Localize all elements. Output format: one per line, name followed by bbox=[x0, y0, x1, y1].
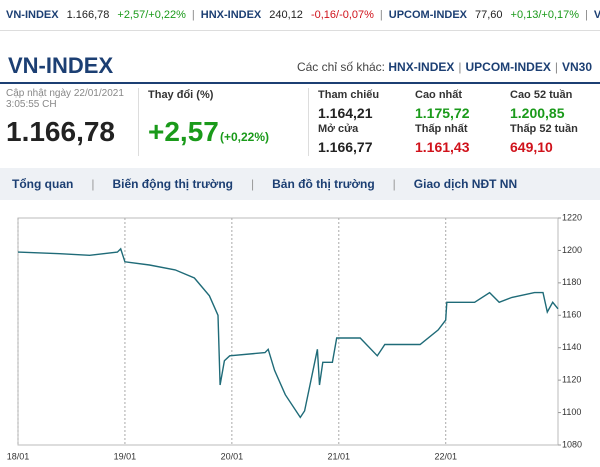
y-tick-label: 1180 bbox=[562, 277, 581, 287]
stat-value: 1.161,43 bbox=[415, 139, 470, 155]
y-tick-label: 1200 bbox=[562, 245, 582, 255]
other-label: Các chỉ số khác: bbox=[296, 60, 386, 74]
index-title: VN-INDEX bbox=[8, 53, 114, 78]
price-line bbox=[17, 247, 559, 419]
x-tick-label: 22/01 bbox=[434, 451, 457, 461]
stat-label: Thấp nhất bbox=[415, 123, 468, 135]
ticker-name: HNX-INDEX bbox=[200, 9, 262, 21]
separator: | bbox=[251, 177, 255, 191]
y-tick-label: 1120 bbox=[562, 375, 581, 385]
stat-label: Cao nhất bbox=[415, 89, 463, 101]
ticker-name: VN30 bbox=[594, 9, 600, 21]
tab[interactable]: Biến động thị trường bbox=[112, 177, 233, 191]
stat-label: Mở cửa bbox=[318, 123, 359, 135]
stat: Cao 52 tuần 1.200,85 bbox=[510, 89, 572, 121]
separator: | bbox=[554, 60, 558, 74]
separator: | bbox=[379, 9, 383, 21]
update-info: Cập nhật ngày 22/01/2021 3:05:55 CH bbox=[6, 88, 124, 110]
price: 1.166,78 bbox=[6, 116, 115, 147]
stat-value: 1.175,72 bbox=[415, 105, 470, 121]
tab[interactable]: Bản đồ thị trường bbox=[272, 177, 375, 191]
x-tick-label: 18/01 bbox=[7, 451, 30, 461]
y-tick-label: 1080 bbox=[562, 439, 582, 449]
ticker-change: -0,16/-0,07% bbox=[310, 9, 374, 21]
separator bbox=[308, 88, 309, 156]
change: +2,57 bbox=[148, 116, 219, 147]
y-tick-label: 1140 bbox=[562, 342, 581, 352]
ticker-change: +0,13/+0,17% bbox=[510, 9, 580, 21]
change-label: Thay đổi (%) bbox=[148, 89, 214, 101]
separator: | bbox=[392, 177, 396, 191]
y-tick-label: 1160 bbox=[562, 310, 581, 320]
separator: | bbox=[585, 9, 588, 21]
separator: | bbox=[91, 177, 95, 191]
ticker-item[interactable]: VN-INDEX 1.166,78 +2,57/+0,22% | bbox=[6, 0, 195, 30]
ticker-value: 240,12 bbox=[269, 9, 303, 21]
y-tick-label: 1220 bbox=[562, 212, 582, 222]
chart: 1080 1100 1120 1140 1160 1180 1200 1220 18/01 19/… bbox=[7, 212, 582, 461]
ticker-bar: VN-INDEX 1.166,78 +2,57/+0,22% | HNX-INDEX 24… bbox=[0, 0, 600, 31]
stat: Tham chiếu 1.164,21 bbox=[318, 89, 379, 121]
stat-label: Thấp 52 tuần bbox=[510, 123, 578, 135]
x-tick-label: 21/01 bbox=[328, 451, 351, 461]
stat: Cao nhất 1.175,72 bbox=[415, 89, 470, 121]
stat: Thấp nhất 1.161,43 bbox=[415, 123, 470, 155]
ticker-value: 1.166,78 bbox=[66, 9, 110, 21]
ticker-item[interactable]: VN301.156 bbox=[594, 0, 600, 30]
stat-value: 1.200,85 bbox=[510, 105, 565, 121]
stat-value: 649,10 bbox=[510, 139, 553, 155]
update-time: 3:05:55 CH bbox=[6, 99, 57, 110]
separator: | bbox=[191, 9, 195, 21]
stat: Thấp 52 tuần 649,10 bbox=[510, 123, 578, 155]
ticker-change: +2,57/+0,22% bbox=[117, 9, 186, 21]
stat-label: Cao 52 tuần bbox=[510, 89, 573, 101]
change-percent: (+0,22%) bbox=[220, 130, 270, 144]
stat-value: 1.164,21 bbox=[318, 105, 373, 121]
index-link[interactable]: HNX-INDEX bbox=[388, 60, 455, 74]
stat: Mở cửa 1.166,77 bbox=[318, 123, 373, 155]
x-tick-label: 19/01 bbox=[114, 451, 137, 461]
index-link[interactable]: VN30 bbox=[561, 60, 592, 74]
ticker-item[interactable]: HNX-INDEX 240,12 -0,16/-0,07% | bbox=[201, 0, 383, 30]
ticker-name: UPCOM-INDEX bbox=[388, 9, 468, 21]
separator: | bbox=[458, 60, 462, 74]
tab[interactable]: Tổng quan bbox=[12, 177, 74, 191]
other-indexes: Các chỉ số khác: HNX-INDEX | UPCOM-INDEX | V… bbox=[297, 60, 592, 74]
separator bbox=[138, 88, 139, 156]
tab[interactable]: Giao dịch NĐT NN bbox=[413, 177, 518, 191]
y-tick-label: 1100 bbox=[562, 407, 581, 417]
divider bbox=[0, 82, 600, 84]
index-link[interactable]: UPCOM-INDEX bbox=[465, 60, 551, 74]
stat-label: Tham chiếu bbox=[318, 89, 380, 101]
x-tick-label: 20/01 bbox=[221, 451, 244, 461]
ticker-item[interactable]: UPCOM-INDEX 77,60 +0,13/+0,17% | bbox=[389, 0, 588, 30]
tab-bar: Tổng quan | Biến động thị trường | Bản đồ th… bbox=[0, 168, 600, 200]
ticker-value: 77,60 bbox=[475, 9, 503, 21]
ticker-name: VN-INDEX bbox=[6, 9, 59, 21]
plot-frame bbox=[17, 217, 559, 446]
stat-value: 1.166,77 bbox=[318, 139, 373, 155]
update-date: Cập nhật ngày 22/01/2021 bbox=[6, 88, 124, 99]
